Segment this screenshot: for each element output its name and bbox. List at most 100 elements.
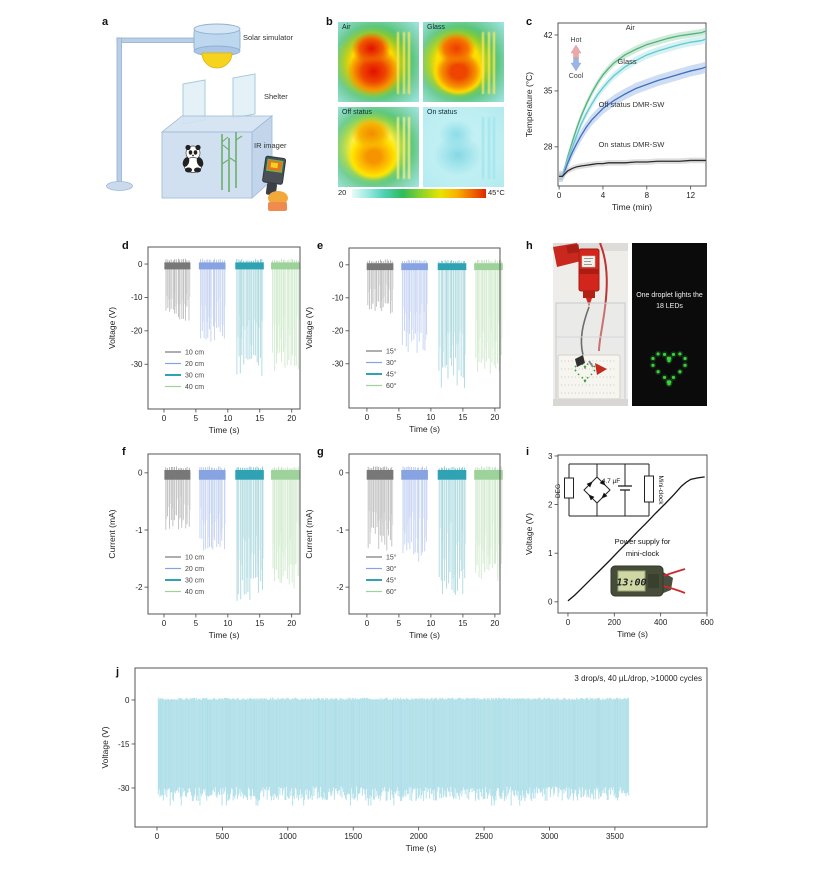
svg-text:Voltage (V): Voltage (V): [107, 307, 117, 349]
svg-text:0: 0: [557, 191, 562, 200]
svg-text:DEG: DEG: [555, 484, 562, 498]
svg-text:1000: 1000: [279, 832, 297, 841]
panel-label-g: g: [317, 446, 324, 458]
svg-text:200: 200: [608, 618, 622, 627]
colorbar-max-label: 45°C: [488, 188, 505, 197]
chart-f-current-vs-height: 10 cm 20 cm 30 cm 40 cm 0 5 10 15 20 0 -1 -2 Time (s…: [107, 453, 301, 640]
panel-label-j: j: [116, 666, 120, 678]
svg-text:0: 0: [138, 469, 143, 478]
thermal-tile-on-status: On status: [423, 107, 504, 187]
black-clip: [575, 355, 585, 367]
svg-text:-30: -30: [131, 360, 143, 369]
panel-label-h: h: [526, 240, 533, 252]
hand: [268, 191, 288, 205]
svg-text:Time (s): Time (s): [406, 843, 437, 853]
svg-text:0: 0: [155, 832, 160, 841]
svg-text:Air: Air: [626, 23, 636, 32]
label-shelter: Shelter: [264, 92, 288, 101]
thermal-tile-off-status: Off status: [338, 107, 419, 187]
svg-text:20: 20: [490, 619, 499, 628]
svg-text:20: 20: [287, 619, 296, 628]
svg-text:4.7 µF: 4.7 µF: [602, 478, 621, 485]
label-solar-simulator: Solar simulator: [243, 33, 294, 42]
svg-text:-30: -30: [332, 360, 344, 369]
svg-text:0: 0: [138, 260, 143, 269]
svg-text:mini-clock: mini-clock: [626, 549, 660, 558]
svg-text:0: 0: [548, 598, 553, 607]
svg-text:30°: 30°: [386, 565, 397, 573]
shelter-pane-right: [232, 73, 256, 119]
svg-text:Time (s): Time (s): [409, 630, 440, 640]
panel-label-f: f: [122, 446, 126, 458]
svg-text:40 cm: 40 cm: [185, 589, 204, 596]
sleeve: [268, 202, 287, 211]
svg-text:13:00: 13:00: [616, 578, 646, 589]
svg-text:3500: 3500: [606, 832, 624, 841]
led-heart-display: [649, 350, 689, 388]
bamboo-heat-streaks: [480, 117, 497, 179]
svg-text:Time (s): Time (s): [409, 424, 440, 434]
panel-label-d: d: [122, 240, 129, 252]
stand-base: [106, 181, 133, 191]
svg-text:5: 5: [397, 619, 402, 628]
thermal-tile-glass: Glass: [423, 22, 504, 102]
svg-text:3: 3: [548, 452, 553, 461]
svg-text:0: 0: [162, 619, 167, 628]
svg-text:Off status DMR-SW: Off status DMR-SW: [599, 100, 666, 109]
svg-text:5: 5: [194, 414, 199, 423]
svg-text:-2: -2: [135, 583, 143, 592]
panel-a-schematic: [106, 23, 288, 211]
svg-text:10: 10: [223, 619, 232, 628]
svg-text:40 cm: 40 cm: [185, 384, 204, 391]
svg-text:8: 8: [645, 191, 650, 200]
svg-text:4: 4: [601, 191, 606, 200]
bamboo: [221, 132, 243, 192]
svg-text:12: 12: [686, 191, 695, 200]
chart-d-voltage-vs-height: 10 cm 20 cm 30 cm 40 cm 0 5 10 15 20 0 -10 -20 -30 Ti…: [107, 246, 301, 435]
svg-text:20: 20: [287, 414, 296, 423]
svg-text:30 cm: 30 cm: [185, 373, 204, 380]
svg-text:60°: 60°: [386, 588, 397, 596]
svg-text:10: 10: [426, 619, 435, 628]
temperature-colorbar: [352, 189, 486, 198]
led-caption: One droplet lights the 18 LEDs: [636, 292, 703, 310]
svg-text:0: 0: [566, 618, 571, 627]
lamp-bulb: [201, 52, 233, 69]
chart-g-current-vs-angle: 15° 30° 45° 60° 0 5 10 15 20 0 -1 -2 Time (s) Current…: [304, 453, 503, 640]
chart-j-durability-cycles: 3 drop/s, 40 µL/drop, >10000 cycles 0 500 1…: [100, 667, 708, 853]
svg-text:15: 15: [458, 413, 467, 422]
svg-text:-1: -1: [336, 526, 344, 535]
svg-text:Voltage (V): Voltage (V): [524, 513, 534, 555]
svg-text:-20: -20: [131, 327, 143, 336]
panda-figure: [182, 144, 204, 173]
panel-label-b: b: [326, 16, 333, 28]
svg-text:15°: 15°: [386, 348, 397, 356]
svg-text:-20: -20: [332, 327, 344, 336]
panel-label-a: a: [102, 16, 109, 28]
enclosure-box: [160, 115, 274, 199]
svg-text:35: 35: [544, 87, 553, 96]
svg-text:20 cm: 20 cm: [185, 566, 204, 573]
svg-text:20: 20: [490, 413, 499, 422]
chart-c-temperature-vs-time: 0 4 8 12 28 35 42 Time (min) Temperature (°C) Air…: [524, 22, 707, 212]
svg-text:60°: 60°: [386, 382, 397, 390]
chart-i-clock-power-supply: 0 200 400 600 0 1 2 3 Time (s) Voltage (V) DEG 4.7 …: [524, 452, 714, 639]
chart-e-voltage-vs-angle: 15° 30° 45° 60° 0 5 10 15 20 0 -10 -20 -30 Time (s) Vo…: [304, 247, 503, 434]
photo-left-artwork: [553, 243, 628, 406]
svg-text:0: 0: [125, 696, 130, 705]
panel-label-i: i: [526, 446, 530, 458]
svg-text:Time (min): Time (min): [612, 202, 652, 212]
photo-droplet-experiment: [553, 243, 628, 406]
colorbar-min-label: 20: [338, 188, 347, 197]
tile-label: Air: [342, 24, 351, 31]
svg-text:Current (mA): Current (mA): [107, 509, 117, 558]
tile-label: On status: [427, 109, 457, 116]
panel-label-e: e: [317, 240, 324, 252]
svg-text:5: 5: [397, 413, 402, 422]
panel-b-thermal-images: Air Glass Off status On status 20 45°C: [336, 18, 512, 206]
svg-text:500: 500: [216, 832, 230, 841]
svg-text:-30: -30: [118, 784, 130, 793]
svg-text:1500: 1500: [344, 832, 362, 841]
red-clip: [595, 363, 607, 375]
